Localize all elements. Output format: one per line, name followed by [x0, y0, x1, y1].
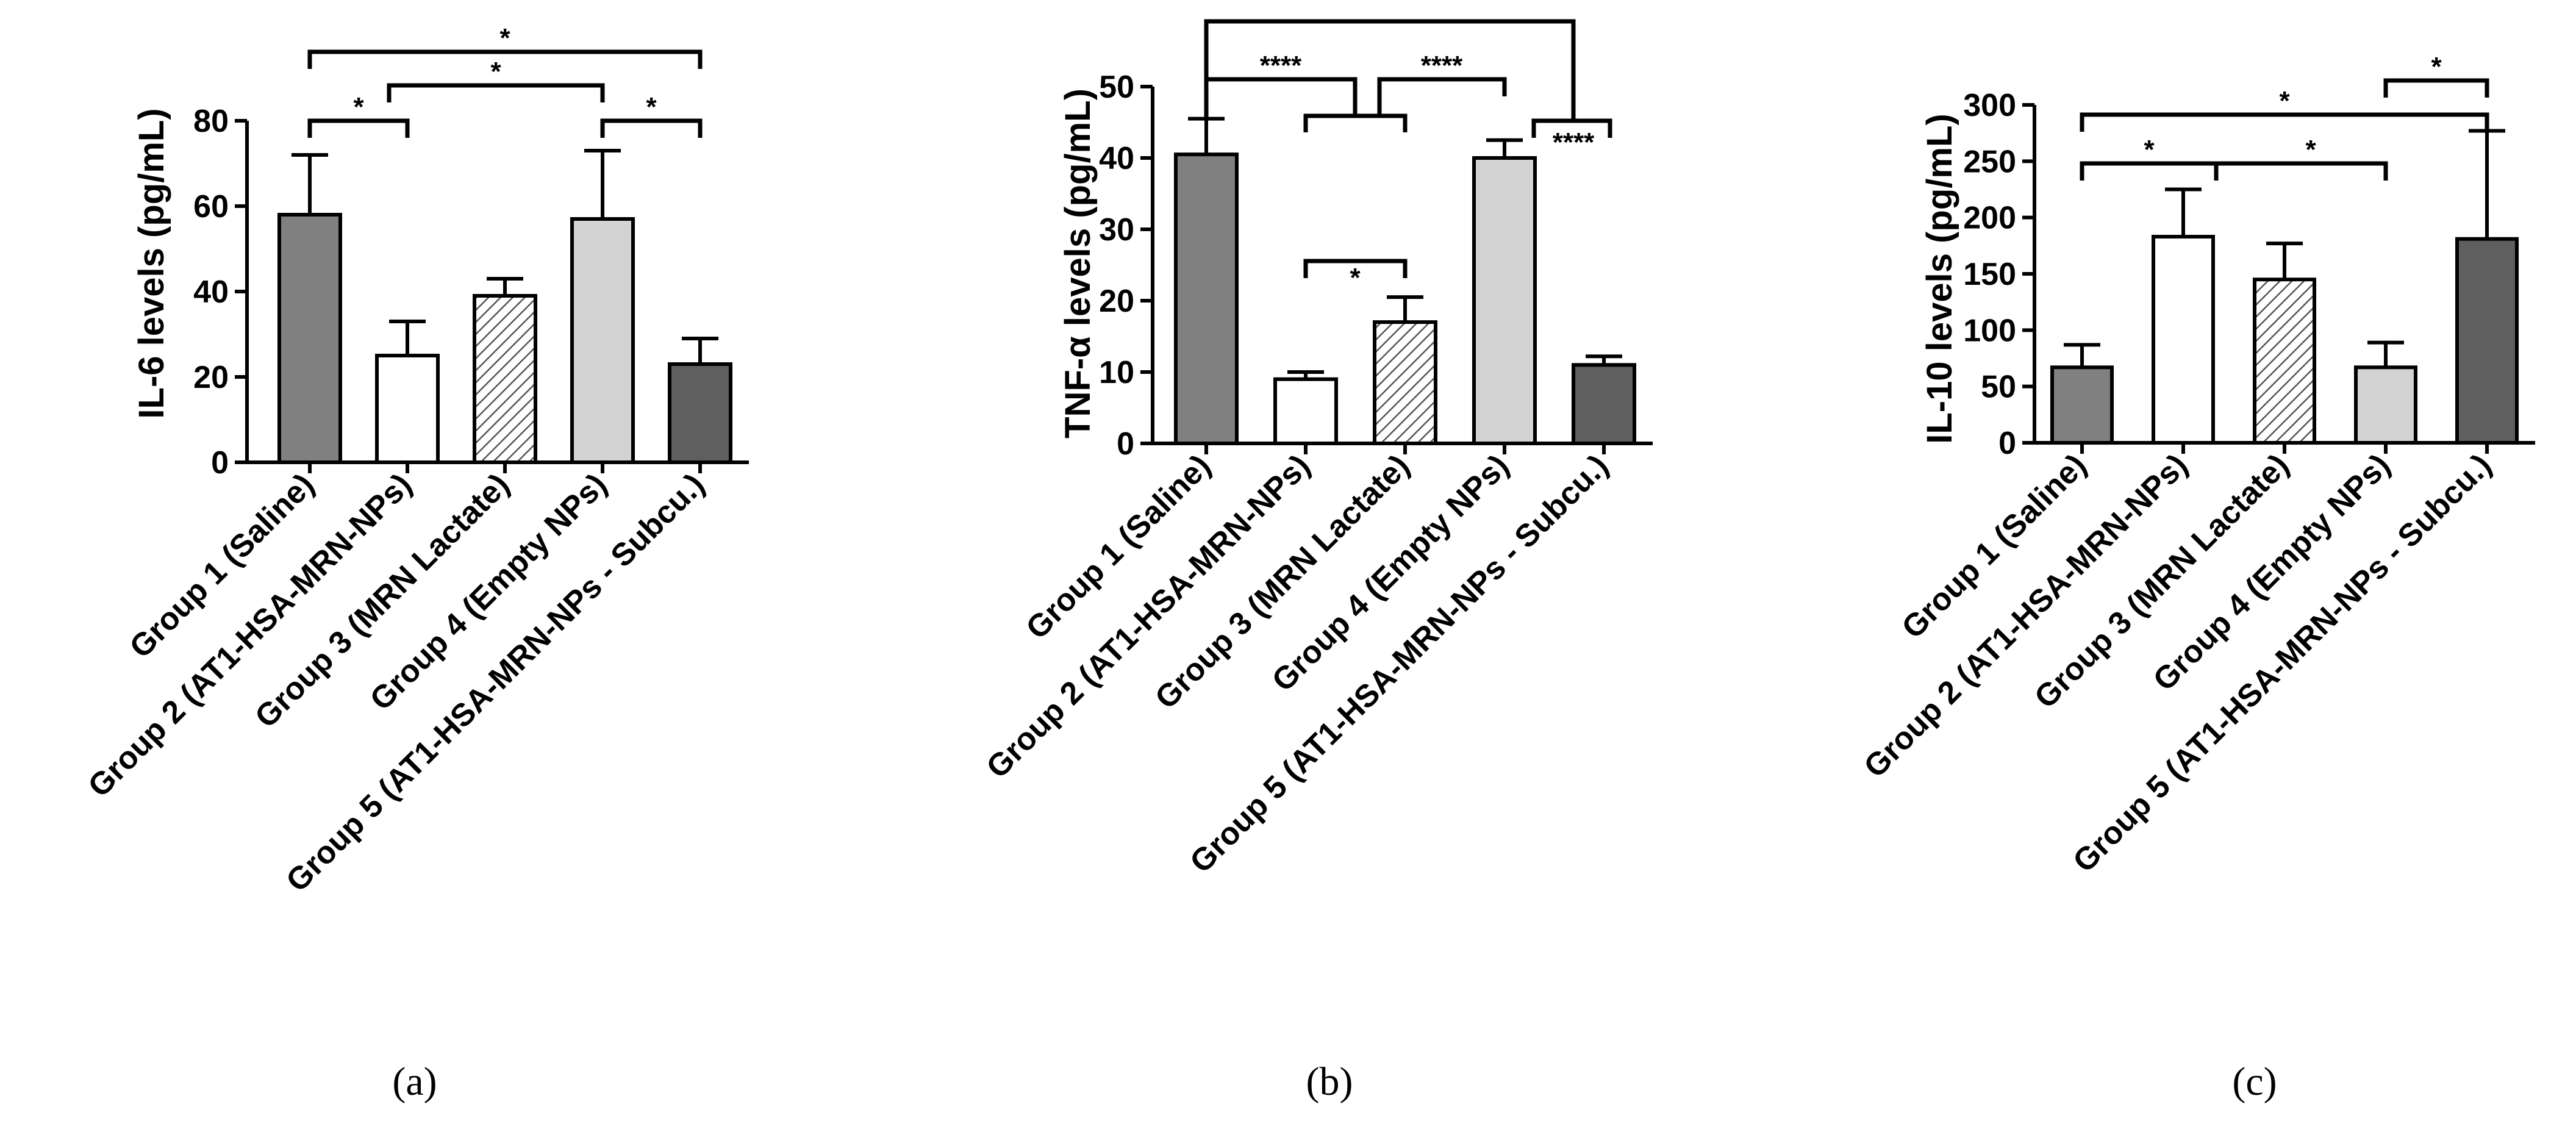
bar [668, 362, 732, 464]
y-tick-label: 0 [1117, 426, 1134, 462]
y-axis-label: TNF-α levels (pg/mL) [1058, 88, 1098, 439]
bar [570, 217, 635, 464]
y-tick-label: 200 [1963, 201, 2016, 236]
y-tick-label: 40 [1099, 141, 1134, 176]
bar [1572, 363, 1636, 445]
bar [2253, 278, 2316, 445]
y-tick-label: 300 [1963, 88, 2016, 123]
bar [1174, 152, 1239, 445]
panel-label-c: (c) [2232, 1059, 2277, 1104]
chart-panel-b: TNF-α levels (pg/mL) (b) 0 10 20 30 40 50 Grou… [979, 19, 1653, 1104]
y-tick-label: 20 [193, 360, 229, 395]
category-label: Group 1 (Saline) [1019, 448, 1217, 646]
y-tick-label: 60 [193, 189, 229, 224]
significance-label: **** [1553, 127, 1595, 157]
significance-bracket [1204, 77, 1358, 96]
y-tick-label: 100 [1963, 313, 2016, 348]
significance-bracket [1204, 19, 1576, 119]
bar [1472, 156, 1537, 445]
significance-bracket [307, 49, 703, 69]
significance-label: * [2144, 135, 2155, 165]
bar [2354, 365, 2417, 445]
y-tick-label: 0 [1998, 426, 2016, 461]
significance-label: * [2431, 52, 2442, 82]
significance-bracket [1531, 118, 1612, 138]
bar [1373, 320, 1437, 445]
significance-label: * [490, 57, 501, 87]
significance-bracket [1303, 113, 1408, 132]
significance-bracket [1303, 259, 1408, 278]
bar [473, 294, 537, 464]
y-tick-label: 80 [193, 104, 229, 139]
y-tick-label: 40 [193, 274, 229, 310]
chart-panel-a: IL-6 levels (pg/mL) (a) 0 20 40 60 80 Group 1… [81, 23, 749, 1104]
bar [2050, 365, 2114, 445]
y-tick-label: 50 [1099, 70, 1134, 105]
y-tick-label: 20 [1099, 284, 1134, 319]
significance-bracket [600, 118, 703, 138]
significance-bracket [2080, 161, 2219, 181]
significance-bracket [387, 83, 605, 102]
significance-label: **** [1260, 51, 1302, 81]
significance-label: * [1350, 263, 1361, 293]
y-tick-label: 0 [211, 445, 229, 481]
y-tick-label: 30 [1099, 212, 1134, 248]
bar [1273, 377, 1338, 446]
panel-label-b: (b) [1306, 1059, 1353, 1104]
significance-label: * [499, 23, 510, 53]
significance-label: * [2305, 135, 2316, 165]
category-label: Group 1 (Saline) [123, 467, 321, 665]
panel-label-a: (a) [392, 1059, 437, 1104]
significance-bracket [307, 118, 410, 138]
y-tick-label: 50 [1981, 370, 2016, 405]
y-axis-label: IL-6 levels (pg/mL) [132, 108, 171, 418]
y-tick-label: 10 [1099, 355, 1134, 390]
bar [277, 213, 342, 464]
bar [2455, 237, 2519, 445]
y-axis-label: IL-10 levels (pg/mL) [1920, 113, 1959, 443]
bar [375, 354, 440, 464]
significance-bracket [2214, 161, 2388, 181]
significance-label: * [2279, 86, 2290, 116]
significance-label: * [646, 92, 657, 122]
y-tick-label: 250 [1963, 144, 2016, 179]
bar [2152, 235, 2215, 445]
category-label: Group 1 (Saline) [1895, 447, 2093, 645]
significance-bracket [2383, 78, 2489, 98]
chart-panel-c: IL-10 levels (pg/mL) (c) 0 50 100 150 200 250… [1857, 52, 2535, 1104]
significance-label: **** [1421, 51, 1463, 81]
significance-label: * [353, 92, 364, 122]
significance-bracket [2080, 112, 2489, 132]
significance-bracket [1377, 77, 1507, 96]
y-tick-label: 150 [1963, 257, 2016, 292]
